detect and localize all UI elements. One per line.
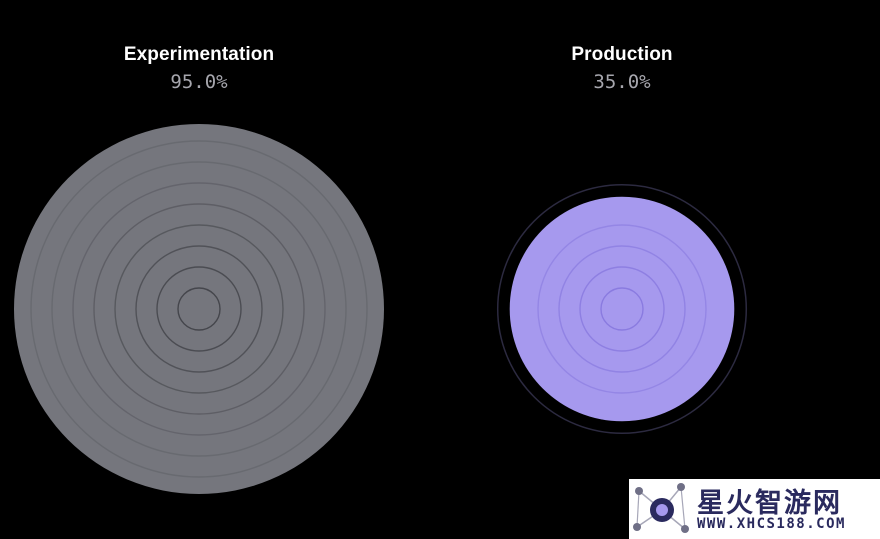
gauge-ring-production — [537, 224, 707, 394]
gauge-ring-experimentation — [51, 161, 347, 457]
gauge-ring-production — [558, 245, 686, 373]
watermark-url: WWW.XHCS188.COM — [697, 516, 846, 532]
gauge-disc-experimentation — [14, 124, 384, 494]
watermark-name: 星火智游网 — [697, 488, 842, 519]
gauge-ring-production — [600, 287, 644, 331]
gauge-value-experimentation: 95.0% — [170, 71, 228, 93]
watermark: 星火智游网 WWW.XHCS188.COM — [629, 479, 880, 539]
gauge-title-experimentation: Experimentation — [123, 44, 275, 65]
gauge-title-production: Production — [571, 44, 673, 65]
gauge-disc-production — [509, 196, 735, 422]
gauge-ring-experimentation — [156, 266, 242, 352]
gauge-value-production: 35.0% — [593, 71, 651, 93]
gauge-track-production — [496, 183, 748, 435]
gauge-ring-experimentation — [114, 224, 284, 394]
gauge-ring-production — [579, 266, 665, 352]
gauge-ring-experimentation — [30, 140, 368, 478]
gauge-ring-experimentation — [72, 182, 326, 436]
gauge-ring-experimentation — [93, 203, 305, 415]
gauge-ring-experimentation — [135, 245, 263, 373]
watermark-logo-icon — [633, 483, 689, 533]
gauge-ring-experimentation — [177, 287, 221, 331]
